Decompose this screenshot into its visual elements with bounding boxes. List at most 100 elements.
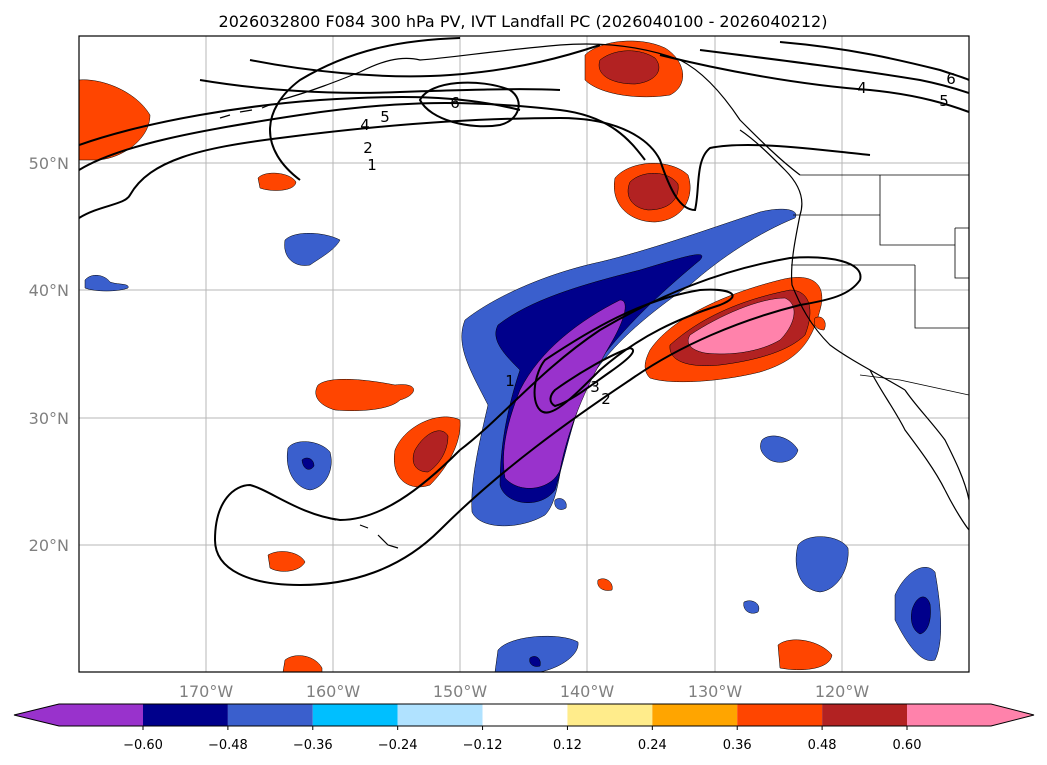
pv-contour-2 [79,96,521,146]
contour-label: 4 [360,116,370,134]
positive-patch-gulf-core [598,50,660,85]
aleutians [219,103,273,119]
lon-label-120w: 120°W [815,682,870,701]
colorbar-ticks: −0.60 −0.48 −0.36 −0.24 −0.12 0.12 0.24 0.36 0.4… [123,726,921,753]
pv-contour-1 [79,102,646,171]
lat-label-40n: 40°N [29,281,69,300]
hawaii-2 [359,524,369,529]
lon-label-160w: 160°W [306,682,361,701]
map-title: 2026032800 F084 300 hPa PV, IVT Landfall… [219,12,828,31]
baja-east [904,389,969,501]
pv-contour-trough-outer [213,256,862,587]
borders [791,174,969,396]
coastlines [219,43,969,549]
contour-label: 3 [590,378,600,396]
positive-patch-hawaii-west [267,551,306,572]
contour-label: 2 [601,390,611,408]
negative-patch-tiny-2 [554,498,567,510]
colorbar-tick-label: 0.60 [893,738,922,753]
negative-patch-mexico-core [911,596,931,635]
contour-label: 6 [946,70,956,88]
colorbar-cell [567,704,653,726]
contour-label: 1 [367,156,377,174]
colorbar-tick-label: 0.12 [553,738,582,753]
lon-label-130w: 130°W [688,682,743,701]
colorbar-tick-label: 0.24 [638,738,667,753]
baja-west [869,369,946,491]
bc-coast [739,129,803,216]
pv-contour-ne-1 [659,54,969,113]
colorbar-tick-label: 0.48 [808,738,837,753]
negative-patch-south-west-core [301,457,315,470]
colorbar-outline [13,703,1035,727]
colorbar-tick-label: −0.48 [208,738,248,753]
west-coast-us [790,214,906,391]
map-panel: 6 4 5 2 1 6 5 4 1 3 2 [78,35,970,673]
negative-patch-south-center [494,635,579,672]
contour-label: 5 [380,108,390,126]
colorbar-tick-label: −0.12 [463,738,503,753]
colorbar-cell [312,704,398,726]
latitude-labels: 50°N 40°N 30°N 20°N [29,154,69,555]
positive-patch-small-sw [597,578,613,591]
positive-patch-bottom-left [282,655,323,672]
positive-patch-subtropical-core [412,430,449,473]
positive-patch-small-nw [257,172,297,191]
state-border-id [879,175,955,246]
contour-label: 4 [857,79,867,97]
pv-contour-4 [199,79,561,94]
mexico-coast [944,489,969,531]
negative-patch-far-west [84,275,129,292]
pv-contour-ne-2 [699,49,969,94]
contour-labels: 6 4 5 2 1 6 5 4 1 3 2 [360,70,956,408]
negative-patch-nw [284,233,341,266]
longitude-labels: 170°W 160°W 150°W 140°W 130°W 120°W [179,682,870,701]
ivt-shading [79,40,942,672]
lon-label-140w: 140°W [560,682,615,701]
positive-patch-midwest [315,378,414,411]
positive-blob-pink [687,297,795,355]
colorbar-cells [14,704,1034,726]
contour-label: 1 [505,372,515,390]
positive-patch-offshore-core [627,173,679,211]
pv-contour-trough-inner [533,288,734,414]
colorbar-cell [907,704,1034,726]
colorbar-tick-label: −0.36 [293,738,333,753]
pv-contour-trough-core [549,346,635,408]
negative-plume-purple [503,299,626,489]
pv-contour-outer-north [79,116,871,219]
colorbar-tick-label: −0.24 [378,738,418,753]
colorbar: −0.60 −0.48 −0.36 −0.24 −0.12 0.12 0.24 0.36 0.4… [13,703,1035,753]
colorbar-cell [397,704,483,726]
state-border-az [954,227,969,279]
contour-label: 5 [939,92,949,110]
colorbar-tick-label: −0.60 [123,738,163,753]
pv-contour-big-ridge [269,37,461,181]
colorbar-cell [143,704,228,726]
lat-label-30n: 30°N [29,409,69,428]
colorbar-cell [14,704,143,726]
lon-label-170w: 170°W [179,682,234,701]
pv-contour-ne-3 [779,41,969,81]
colorbar-cell [652,704,738,726]
pv-contours [79,37,969,587]
contour-label: 2 [363,139,373,157]
negative-patch-tiny-1 [743,600,760,614]
map-frame [78,35,970,673]
negative-patch-south-center-core [529,656,541,667]
lat-label-20n: 20°N [29,536,69,555]
colorbar-cell [482,704,568,726]
positive-patch-bc-coast [814,316,826,331]
colorbar-cell [227,704,313,726]
alaska-coast [279,43,801,176]
colorbar-tick-label: 0.36 [723,738,752,753]
mexico-border [859,374,969,396]
pv-contour-6-closed [418,81,520,128]
positive-patch-bottom-right [777,639,833,670]
hawaii-1 [327,517,337,521]
negative-patch-baja-west [795,536,849,593]
colorbar-cell [822,704,907,726]
lat-label-50n: 50°N [29,154,69,173]
contour-label: 6 [450,94,460,112]
